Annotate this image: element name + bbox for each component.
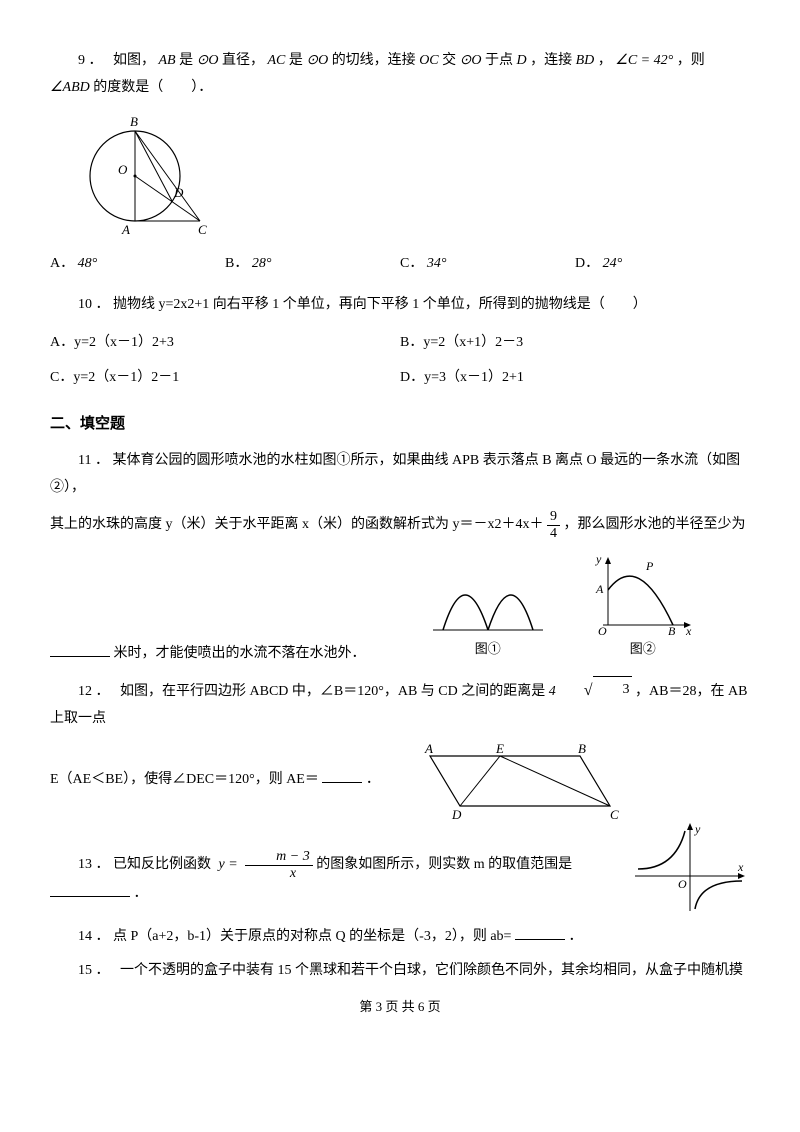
blank-field (50, 882, 130, 897)
page-footer: 第 3 页 共 6 页 (50, 995, 750, 1020)
q11-line2: 其上的水珠的高度 y（米）关于水平距离 x（米）的函数解析式为 y＝－x2＋4x… (50, 509, 750, 541)
svg-text:D: D (451, 807, 462, 821)
fraction-icon: 9 4 (547, 509, 560, 541)
q10-option-d: D．y=3（x－1）2+1 (400, 365, 750, 392)
q11-line1: 11 ． 某体育公园的圆形喷水池的水柱如图①所示，如果曲线 APB 表示落点 B… (50, 448, 750, 501)
svg-text:C: C (610, 807, 619, 821)
svg-text:B: B (578, 741, 586, 756)
q9-options: A． 48° B． 28° C． 34° D． 24° (50, 251, 750, 278)
svg-text:B: B (668, 624, 676, 635)
q13-num: 13 ． (78, 857, 110, 872)
q9-text: 9 ． 如图， AB 是 ⊙O 直径， AC 是 ⊙O 的切线，连接 OC 交 … (50, 48, 750, 101)
q10-text: 10 ． 抛物线 y=2x2+1 向右平移 1 个单位，再向下平移 1 个单位，… (50, 292, 750, 319)
q13-figure: y O x (630, 821, 750, 916)
q9-num: 9 ． (78, 53, 103, 68)
q9-option-c: C． 34° (400, 251, 575, 278)
fraction-icon: m − 3 x (245, 849, 313, 881)
q9-figure: B O D A C (80, 111, 750, 241)
svg-text:A: A (424, 741, 433, 756)
svg-text:D: D (173, 185, 184, 200)
q11-num: 11 ． (78, 453, 109, 468)
q9-option-a: A． 48° (50, 251, 225, 278)
svg-text:E: E (495, 741, 504, 756)
q14-num: 14 ． (78, 929, 110, 944)
circle-diagram-icon: B O D A C (80, 111, 210, 241)
svg-text:A: A (121, 222, 130, 237)
q12-line1: 12 ． 如图，在平行四边形 ABCD 中，∠B＝120°，AB 与 CD 之间… (50, 676, 750, 733)
q11-fig2: y A P O B x 图② (588, 555, 698, 662)
q12-row: E（AE＜BE），使得∠DEC＝120°，则 AE＝ ． A E B D C (50, 741, 750, 821)
q12-num: 12 ． (78, 684, 110, 699)
q11-line3-row: 米时，才能使喷出的水流不落在水池外． 图① (50, 549, 750, 668)
svg-text:x: x (737, 860, 744, 874)
svg-text:y: y (595, 555, 602, 566)
svg-text:y: y (694, 822, 701, 836)
q10-num: 10 ． (78, 297, 110, 312)
svg-text:O: O (678, 877, 687, 891)
svg-text:P: P (645, 559, 654, 573)
q10-options: A．y=2（x－1）2+3 B．y=2（x+1）2－3 C．y=2（x－1）2－… (50, 326, 750, 395)
q13-row: 13 ． 已知反比例函数 y = m − 3 x 的图象如图所示，则实数 m 的… (50, 821, 750, 916)
q10-option-a: A．y=2（x－1）2+3 (50, 330, 400, 357)
section-2-title: 二、填空题 (50, 410, 750, 439)
blank-field (50, 642, 110, 657)
svg-text:A: A (595, 582, 604, 596)
q10-option-c: C．y=2（x－1）2－1 (50, 365, 400, 392)
blank-field (322, 768, 362, 783)
parabola-axes-icon: y A P O B x (588, 555, 698, 635)
blank-field (515, 925, 565, 940)
page: 9 ． 如图， AB 是 ⊙O 直径， AC 是 ⊙O 的切线，连接 OC 交 … (0, 0, 800, 1040)
q9-option-b: B． 28° (225, 251, 400, 278)
q12-figure: A E B D C (400, 741, 630, 821)
hyperbola-axes-icon: y O x (630, 821, 750, 916)
svg-text:O: O (598, 624, 607, 635)
q9-option-d: D． 24° (575, 251, 750, 278)
q15-num: 15 ． (78, 963, 110, 978)
svg-text:O: O (118, 162, 128, 177)
q14-text: 14 ． 点 P（a+2，b-1）关于原点的对称点 Q 的坐标是（-3，2），则… (50, 924, 750, 951)
svg-text:x: x (685, 624, 692, 635)
fountain-icon (428, 565, 548, 635)
q10-option-b: B．y=2（x+1）2－3 (400, 330, 750, 357)
sqrt-icon: √3 (556, 676, 632, 706)
q11-fig1: 图① (428, 565, 548, 662)
svg-text:C: C (198, 222, 207, 237)
q15-text: 15 ． 一个不透明的盒子中装有 15 个黑球和若干个白球，它们除颜色不同外，其… (50, 958, 750, 985)
parallelogram-icon: A E B D C (400, 741, 630, 821)
svg-text:B: B (130, 114, 138, 129)
